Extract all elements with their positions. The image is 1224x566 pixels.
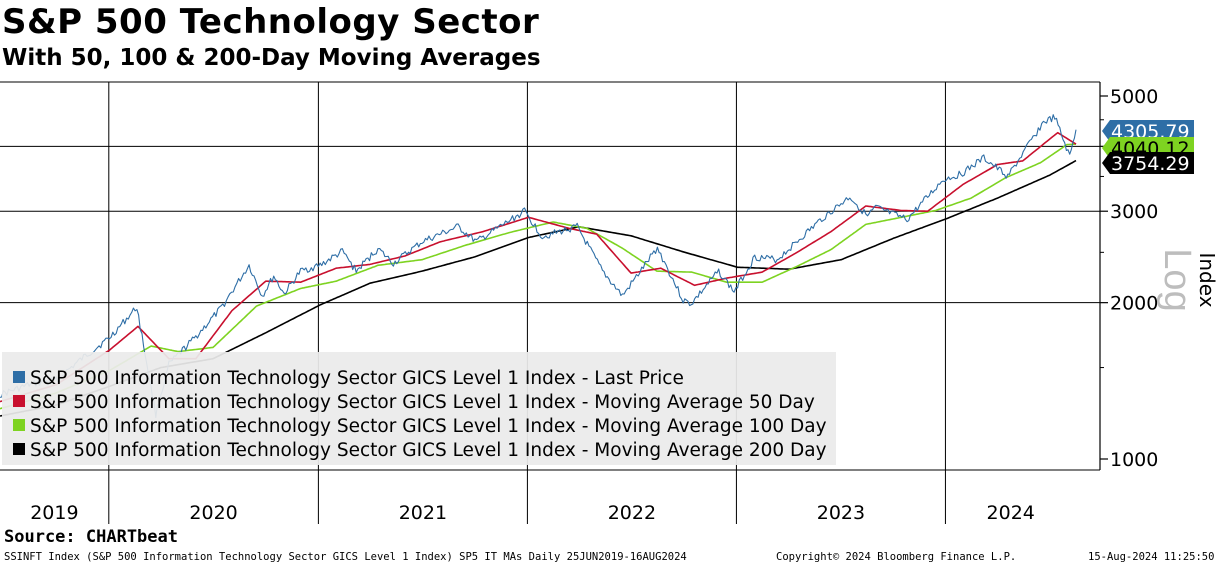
y-axis-title: Index xyxy=(1195,252,1219,307)
legend-label-2: S&P 500 Information Technology Sector GI… xyxy=(30,416,827,437)
x-tick-label-2024: 2024 xyxy=(987,502,1035,524)
y-axis: 1000 2000 3000 5000 xyxy=(1099,82,1158,471)
y-tick-label-2000: 2000 xyxy=(1110,293,1158,315)
chart-description: SSINFT Index (S&P 500 Information Techno… xyxy=(4,551,687,563)
series-line-2 xyxy=(0,143,1077,410)
legend-swatch-1 xyxy=(13,395,25,407)
x-tick-label-2023: 2023 xyxy=(817,502,865,524)
y-tick-label-1000: 1000 xyxy=(1110,449,1158,471)
chart-subtitle: With 50, 100 & 200-Day Moving Averages xyxy=(2,45,541,71)
x-tick-label-2019: 2019 xyxy=(30,502,78,524)
timestamp: 15-Aug-2024 11:25:50 xyxy=(1088,551,1215,563)
chart-title: S&P 500 Technology Sector xyxy=(2,2,540,42)
y-tick-label-5000: 5000 xyxy=(1110,86,1158,108)
legend-background xyxy=(2,352,836,465)
legend-label-1: S&P 500 Information Technology Sector GI… xyxy=(30,392,815,413)
legend-label-0: S&P 500 Information Technology Sector GI… xyxy=(30,368,684,389)
x-tick-label-2020: 2020 xyxy=(189,502,237,524)
legend: S&P 500 Information Technology Sector GI… xyxy=(2,352,836,465)
chart-source: Source: CHARTbeat xyxy=(4,527,178,547)
last-value-label-3: 3754.29 xyxy=(1102,152,1194,175)
x-tick-label-2022: 2022 xyxy=(608,502,656,524)
legend-swatch-0 xyxy=(13,371,25,383)
y-tick-label-3000: 3000 xyxy=(1110,201,1158,223)
last-value-badge-3 xyxy=(1102,152,1194,174)
last-value-badge-0 xyxy=(1102,120,1194,142)
copyright-notice: Copyright© 2024 Bloomberg Finance L.P. xyxy=(776,551,1017,563)
x-tick-label-2021: 2021 xyxy=(399,502,447,524)
legend-label-3: S&P 500 Information Technology Sector GI… xyxy=(30,440,827,461)
log-scale-label: Log xyxy=(1156,248,1198,311)
legend-swatch-3 xyxy=(13,443,25,455)
last-value-text-3: 3754.29 xyxy=(1111,153,1190,175)
chart-canvas: 1000 2000 3000 5000 2019 2020 2021 2022 2023 202… xyxy=(0,81,1219,524)
x-axis: 2019 2020 2021 2022 2023 2024 xyxy=(30,502,1035,524)
legend-swatch-2 xyxy=(13,419,25,431)
